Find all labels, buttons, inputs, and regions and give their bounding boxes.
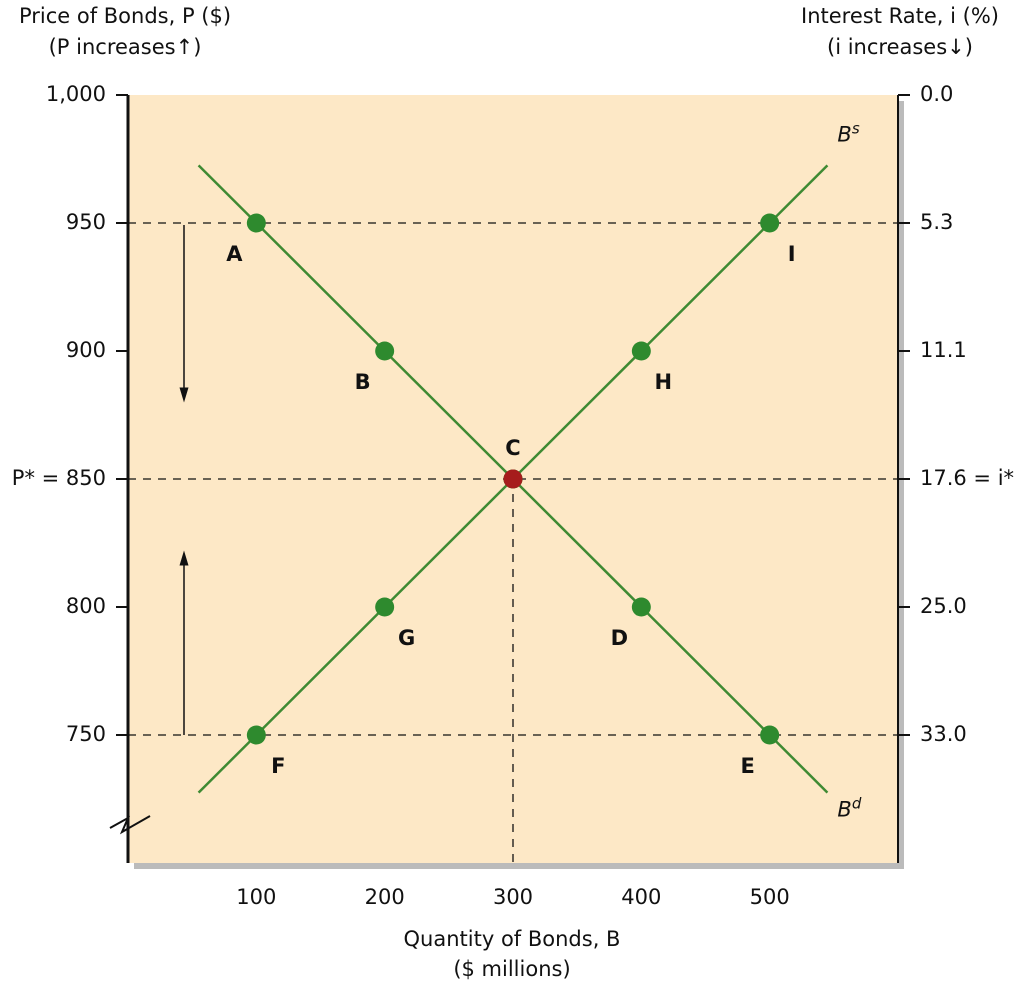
point <box>375 341 395 361</box>
y-tick-label: 800 <box>66 594 106 618</box>
y2-tick-label: 0.0 <box>920 82 953 106</box>
point <box>760 213 780 233</box>
point-label: G <box>398 626 415 650</box>
point-label: I <box>788 242 796 266</box>
point-label: F <box>271 754 285 778</box>
point <box>631 597 651 617</box>
point <box>246 213 266 233</box>
y-axis-title: Price of Bonds, P ($) <box>19 4 231 28</box>
y2-axis-title: (i increases↓) <box>827 35 973 59</box>
x-tick-label: 500 <box>750 885 790 909</box>
point <box>246 725 266 745</box>
point-label: H <box>655 370 673 394</box>
point-label: E <box>740 754 754 778</box>
legend-label: Bd <box>837 794 861 822</box>
point-label: A <box>226 242 243 266</box>
point <box>631 341 651 361</box>
y-tick-label: 1,000 <box>46 82 106 106</box>
point-label: D <box>611 626 628 650</box>
x-tick-label: 400 <box>621 885 661 909</box>
point <box>375 597 395 617</box>
y2-tick-label: 5.3 <box>920 210 953 234</box>
y-tick-label: 750 <box>66 722 106 746</box>
y2-tick-label: 33.0 <box>920 722 967 746</box>
y2-tick-label: 25.0 <box>920 594 967 618</box>
y2-tick-label: 17.6 = i* <box>920 466 1014 490</box>
y-tick-label: 950 <box>66 210 106 234</box>
axis-break <box>109 815 151 835</box>
curve-extension <box>768 734 829 794</box>
curve-extension <box>197 734 258 794</box>
legend-label: Bs <box>837 119 859 147</box>
y-tick-label: 900 <box>66 338 106 362</box>
point-label: B <box>355 370 371 394</box>
x-axis-title: Quantity of Bonds, B <box>404 927 621 951</box>
x-tick-label: 300 <box>493 885 533 909</box>
curve-extension <box>768 164 829 224</box>
y2-tick-label: 11.1 <box>920 338 967 362</box>
y-axis-title: (P increases↑) <box>49 35 202 59</box>
y2-axis-title: Interest Rate, i (%) <box>801 4 999 28</box>
equilibrium-point <box>503 469 523 489</box>
point <box>760 725 780 745</box>
curve-extension <box>197 164 258 224</box>
x-tick-label: 200 <box>365 885 405 909</box>
x-axis-title: ($ millions) <box>453 957 570 981</box>
y-tick-label: P* = 850 <box>12 466 106 490</box>
x-tick-label: 100 <box>236 885 276 909</box>
point-label: C <box>505 436 520 460</box>
